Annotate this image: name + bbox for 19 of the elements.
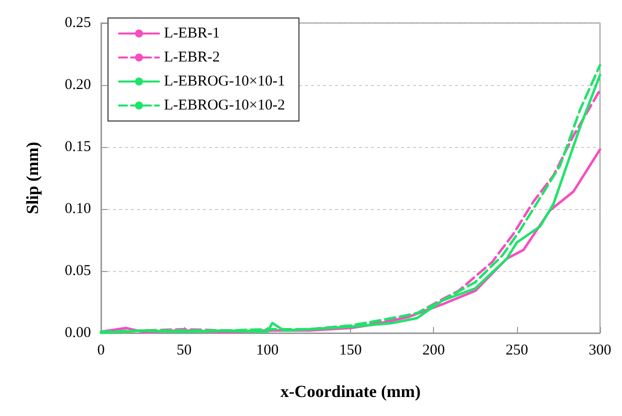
x-tick-label: 150	[339, 342, 362, 358]
x-tick-label: 300	[588, 342, 612, 358]
y-tick-label: 0.20	[64, 77, 91, 93]
legend-label: L-EBR-1	[164, 26, 220, 42]
y-tick-label: 0.00	[64, 325, 91, 341]
y-axis-title: Slip (mm)	[23, 142, 42, 214]
x-tick-label: 200	[422, 342, 445, 358]
x-tick-label: 250	[506, 342, 528, 358]
y-tick-label: 0.25	[64, 15, 91, 31]
x-tick-label: 50	[176, 342, 192, 358]
y-tick-label: 0.10	[64, 201, 91, 217]
x-axis-title: x-Coordinate (mm)	[280, 382, 421, 401]
legend-label: L-EBR-2	[164, 50, 220, 66]
y-tick-label: 0.15	[64, 139, 91, 155]
legend-label: L-EBROG-10×10-1	[164, 74, 285, 90]
x-tick-label: 100	[256, 342, 279, 358]
y-tick-label: 0.05	[64, 263, 91, 279]
legend-label: L-EBROG-10×10-2	[164, 98, 285, 114]
x-tick-label: 0	[97, 342, 105, 358]
